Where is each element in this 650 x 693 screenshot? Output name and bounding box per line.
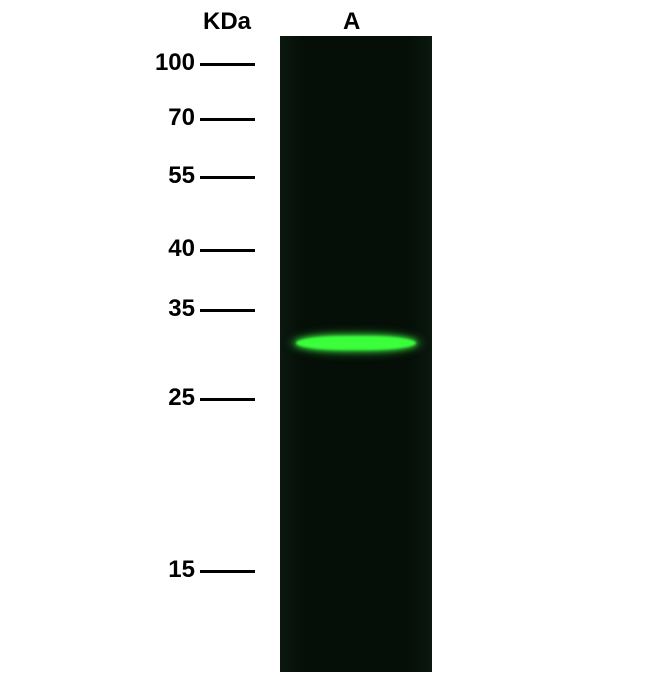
marker-label: 100 [155,49,195,77]
marker-tick [200,176,255,179]
marker-tick [200,570,255,573]
blot-figure: KDa A 100 70 55 40 35 25 15 [0,0,650,693]
marker-tick [200,398,255,401]
marker-label: 25 [168,384,195,412]
lane-label: A [343,8,360,36]
marker-tick [200,309,255,312]
marker-tick [200,249,255,252]
gel-lane [280,36,432,672]
marker-label: 70 [168,104,195,132]
marker-label: 35 [168,295,195,323]
marker-tick [200,63,255,66]
marker-label: 40 [168,235,195,263]
marker-tick [200,118,255,121]
marker-label: 55 [168,162,195,190]
unit-label: KDa [203,8,251,36]
marker-label: 15 [168,556,195,584]
protein-band [296,336,416,350]
